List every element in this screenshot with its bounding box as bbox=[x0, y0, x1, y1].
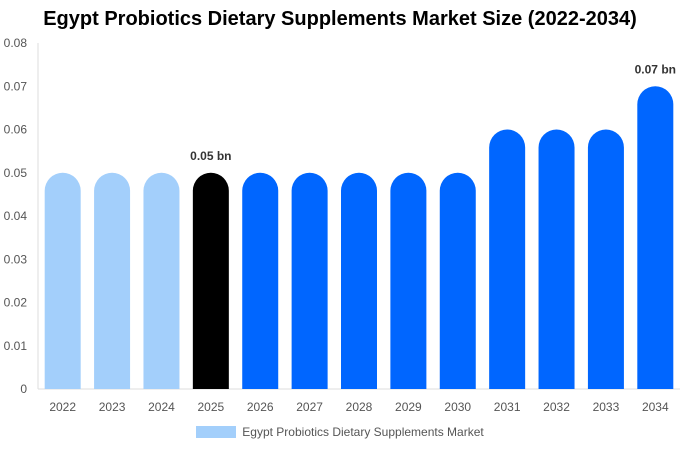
legend-swatch bbox=[196, 426, 237, 438]
x-tick-label: 2027 bbox=[296, 400, 323, 414]
y-tick-label: 0.02 bbox=[4, 296, 28, 310]
x-tick-label: 2030 bbox=[444, 400, 471, 414]
x-tick-label: 2023 bbox=[99, 400, 126, 414]
y-tick-label: 0.01 bbox=[4, 339, 28, 353]
x-tick-label: 2028 bbox=[346, 400, 373, 414]
bar bbox=[192, 172, 229, 389]
bar bbox=[489, 129, 526, 389]
bar bbox=[390, 172, 427, 389]
x-tick-label: 2024 bbox=[148, 400, 175, 414]
y-tick-label: 0.08 bbox=[4, 36, 28, 50]
x-tick-label: 2032 bbox=[543, 400, 570, 414]
x-tick-label: 2031 bbox=[494, 400, 521, 414]
bar bbox=[291, 172, 328, 389]
x-tick-label: 2029 bbox=[395, 400, 422, 414]
bar bbox=[538, 129, 575, 389]
x-tick-label: 2026 bbox=[247, 400, 274, 414]
data-label: 0.07 bn bbox=[635, 62, 676, 76]
legend: Egypt Probiotics Dietary Supplements Mar… bbox=[0, 425, 680, 439]
data-labels: 0.05 bn 0.07 bn bbox=[190, 62, 676, 163]
y-tick-label: 0.07 bbox=[4, 79, 28, 93]
chart-title: Egypt Probiotics Dietary Supplements Mar… bbox=[43, 8, 637, 30]
x-tick-label: 2033 bbox=[593, 400, 620, 414]
bar-series bbox=[44, 86, 674, 389]
bar bbox=[439, 172, 476, 389]
x-axis: 2022 2023 2024 2025 2026 2027 2028 2029 2030 2031… bbox=[49, 400, 669, 414]
y-tick-label: 0.03 bbox=[4, 252, 28, 266]
bar bbox=[94, 172, 131, 389]
x-tick-label: 2025 bbox=[197, 400, 224, 414]
bar bbox=[143, 172, 180, 389]
bar bbox=[587, 129, 624, 389]
bar bbox=[44, 172, 81, 389]
bar bbox=[242, 172, 279, 389]
data-label: 0.05 bn bbox=[190, 149, 231, 163]
y-tick-label: 0 bbox=[20, 382, 27, 396]
bar bbox=[341, 172, 377, 389]
legend-label: Egypt Probiotics Dietary Supplements Mar… bbox=[242, 425, 484, 439]
x-tick-label: 2034 bbox=[642, 400, 669, 414]
bar bbox=[637, 86, 674, 389]
y-tick-label: 0.05 bbox=[4, 166, 28, 180]
y-axis: 0 0.01 0.02 0.03 0.04 0.05 0.06 0.07 0.08 bbox=[4, 36, 680, 396]
y-tick-label: 0.04 bbox=[4, 209, 28, 223]
y-tick-label: 0.06 bbox=[4, 123, 28, 137]
x-tick-label: 2022 bbox=[49, 400, 76, 414]
